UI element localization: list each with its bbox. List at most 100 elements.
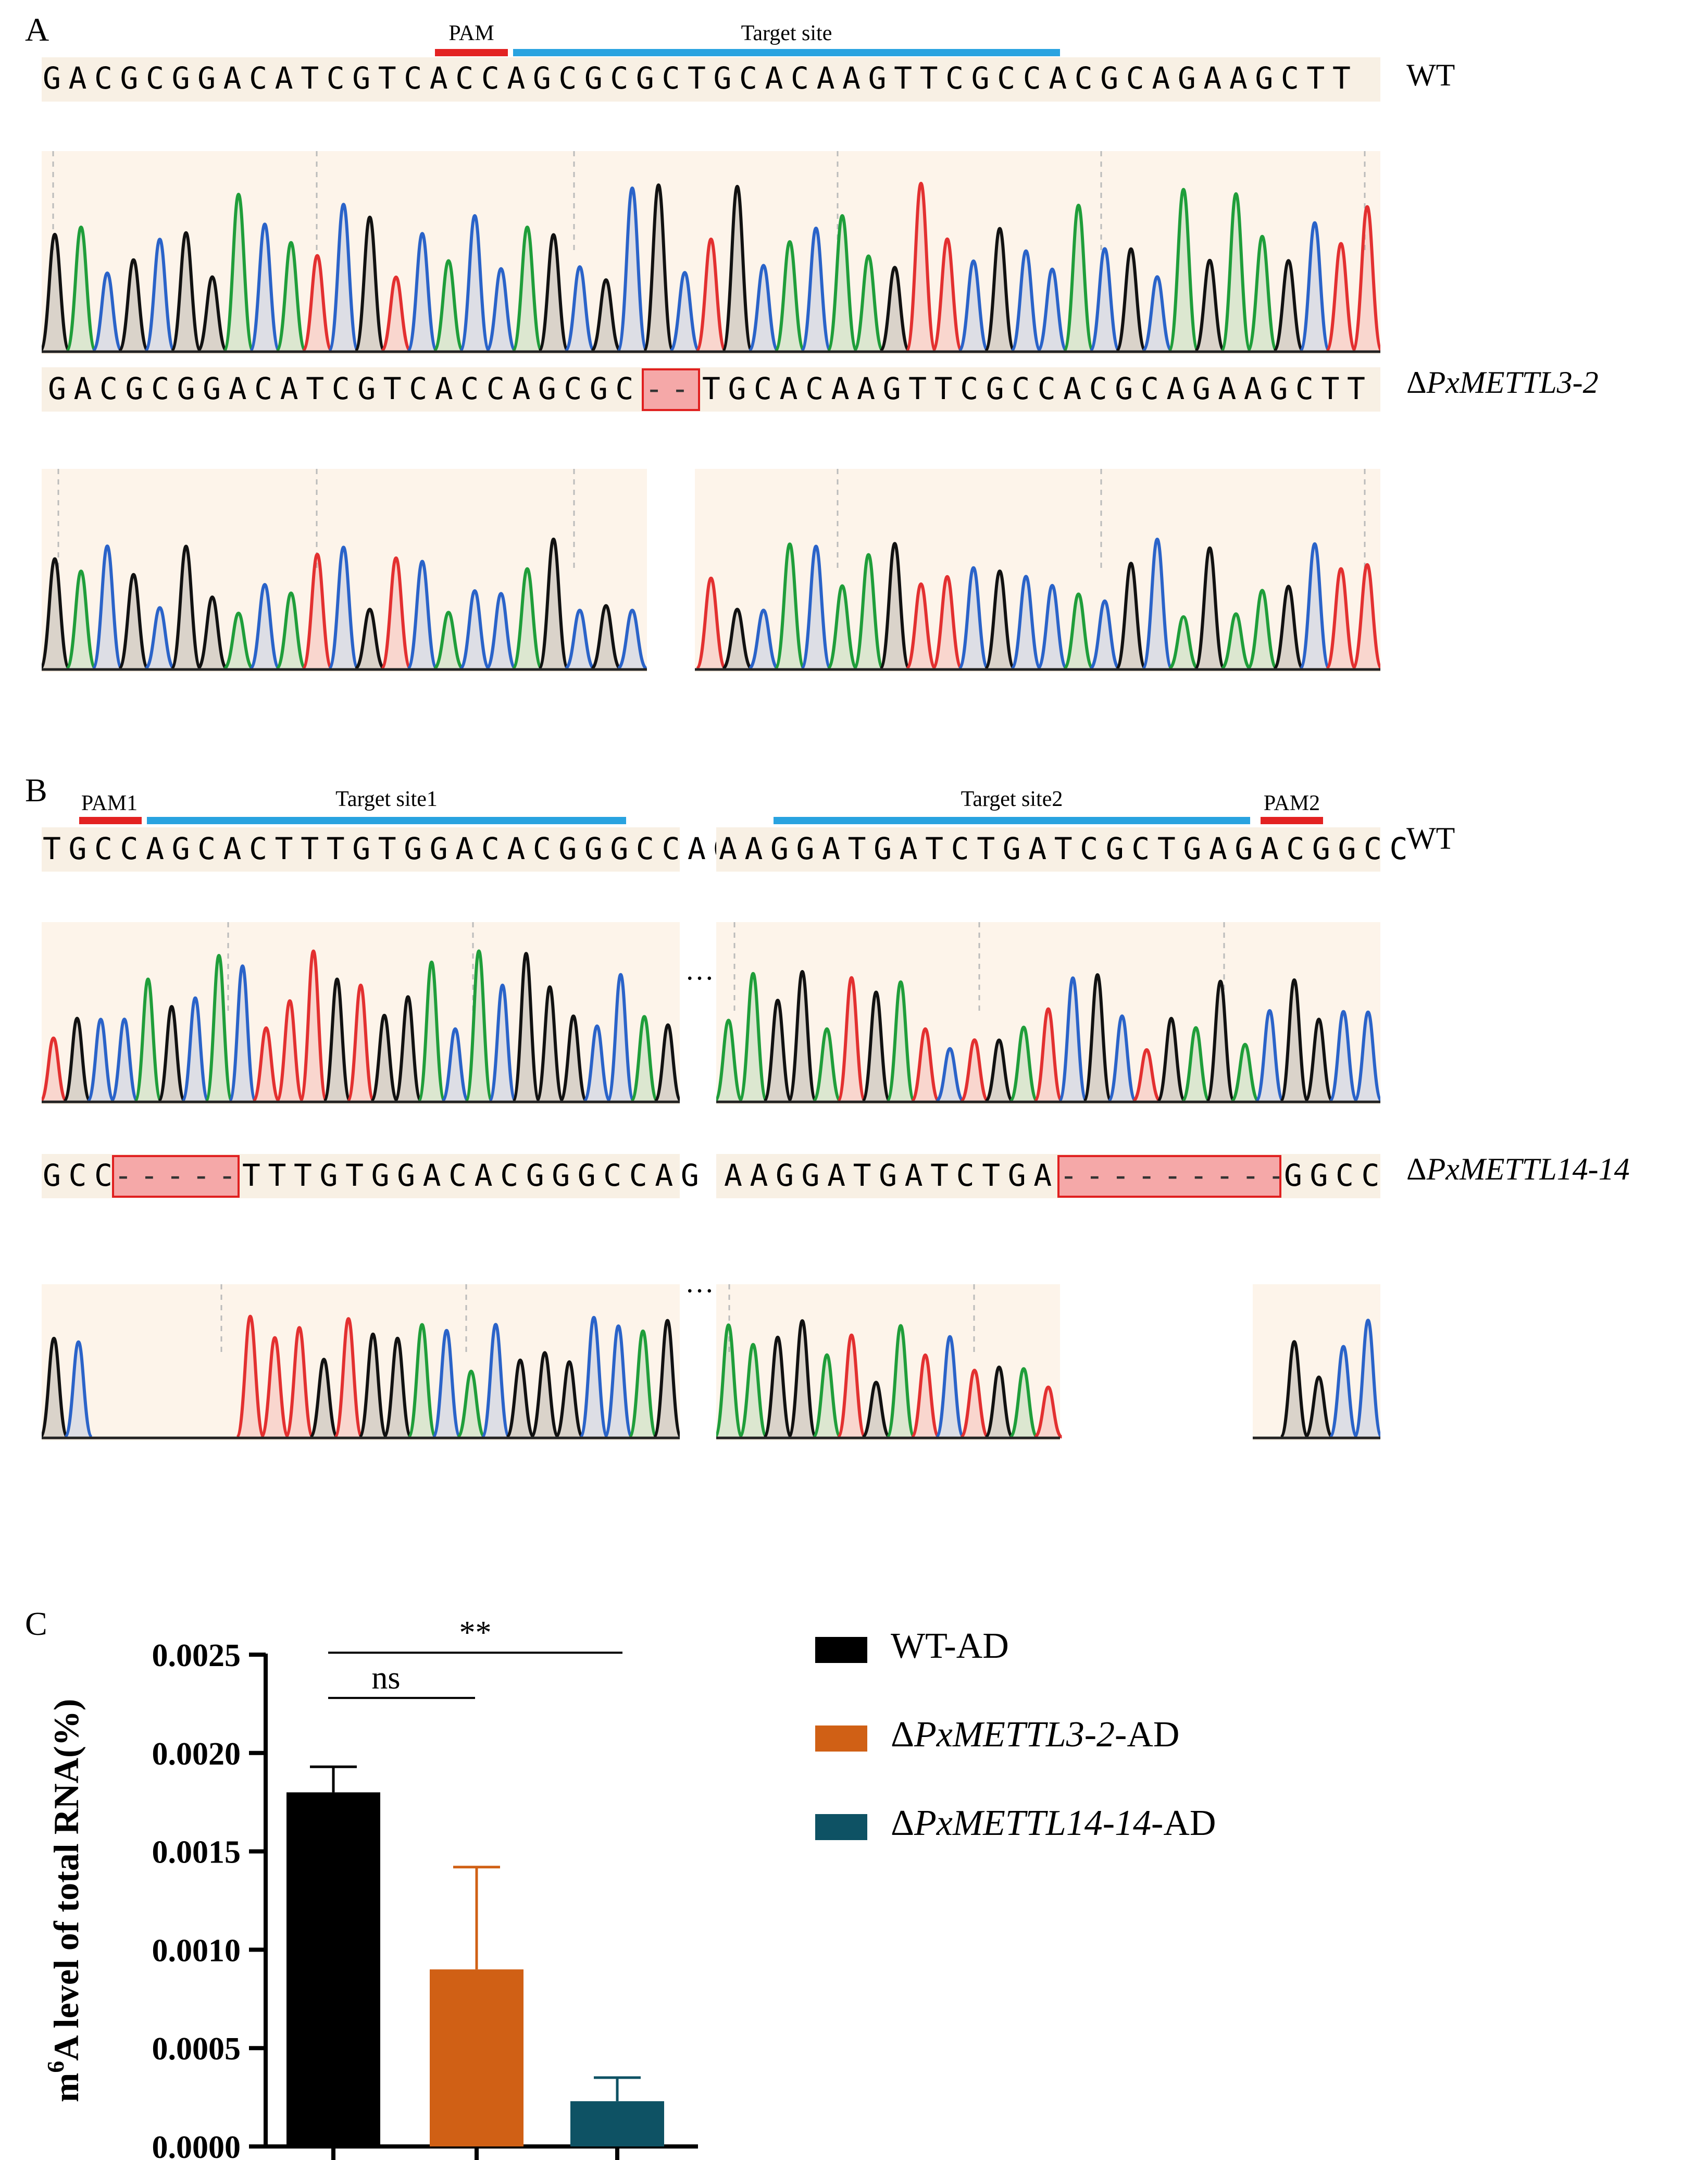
chromatogram-peak <box>886 1324 916 1438</box>
chromatogram-peak <box>65 569 97 670</box>
chromatogram-peak <box>879 542 911 670</box>
chromatogram-peak <box>252 1026 281 1102</box>
chromatogram-peak <box>564 265 596 352</box>
target-site2-label: Target site2 <box>961 787 1063 811</box>
chromatogram-peak <box>228 964 257 1102</box>
chromatogram-peak <box>433 611 464 670</box>
chromatogram-peak <box>327 545 360 670</box>
legend-item-1: ΔPxMETTL3-2-AD <box>813 1714 1333 1803</box>
chromatogram-peak <box>936 1047 965 1102</box>
chromatogram-peak <box>652 1319 683 1438</box>
target-site1-bar <box>147 817 626 824</box>
target-site-label: Target site <box>741 21 832 45</box>
chromatogram-peak <box>276 591 307 670</box>
chromatogram-peak <box>606 973 635 1102</box>
chromatogram-peak <box>327 203 360 352</box>
deletion-box-a: -- <box>642 368 700 411</box>
chromatogram-peak <box>39 1036 68 1102</box>
ellipsis-b-wt: … <box>685 954 714 986</box>
mut-chromatogram-b-left <box>39 1201 683 1441</box>
chromatogram-peak <box>458 214 491 352</box>
delta-symbol: Δ <box>1406 1152 1427 1186</box>
panel-label-c: C <box>25 1605 47 1642</box>
chromatogram-peak <box>931 575 964 670</box>
chromatogram-peak <box>1353 1319 1383 1438</box>
chromatogram-peak <box>382 1336 413 1438</box>
chromatogram-peak <box>763 998 793 1102</box>
chromatogram-peak <box>1279 978 1310 1102</box>
chromatogram-peak <box>1353 1010 1383 1102</box>
chromatogram-peak <box>346 984 376 1102</box>
chromatogram-peak <box>616 187 649 352</box>
bar <box>570 2101 664 2146</box>
chromatogram-peak <box>983 227 1016 352</box>
chromatogram-peak <box>380 275 412 352</box>
chromatogram-peak <box>406 232 439 352</box>
chromatogram-peak <box>1272 259 1305 352</box>
chromatogram-peak <box>117 573 150 670</box>
chromatogram-peak <box>911 1027 940 1102</box>
chromatogram-peak <box>879 266 911 352</box>
chromatogram-peak <box>984 1365 1014 1438</box>
target-site2-bar <box>774 817 1250 824</box>
chromatogram-peak <box>564 609 595 670</box>
mut-chromatogram-b-right-svg <box>713 1201 1383 1441</box>
chromatogram-peak <box>957 566 990 670</box>
chromatogram-peak <box>512 952 541 1102</box>
chromatogram-peak <box>354 607 385 670</box>
chromatogram-peak <box>488 983 517 1102</box>
chromatogram-peak <box>480 1323 511 1438</box>
mut-sequence-b-left-a: GCC <box>43 1158 120 1193</box>
legend-label-0: WT-AD <box>891 1625 1009 1667</box>
chromatogram-peak <box>1037 584 1068 670</box>
deletion-box-b1: ----- <box>112 1155 240 1198</box>
chromatogram-peak <box>511 226 543 352</box>
legend-swatch-2 <box>815 1814 867 1840</box>
mut-sequence-a-left: GACGCGGACATCGTCACCAGCGC <box>48 371 641 406</box>
chromatogram-peak <box>617 609 648 670</box>
mut-chromatogram-a-svg <box>39 427 1383 672</box>
bar <box>430 1969 523 2146</box>
chromatogram-peak <box>812 1353 842 1438</box>
chromatogram-peak <box>1057 976 1088 1102</box>
chromatogram-peak <box>170 231 202 352</box>
chromatogram-peak <box>354 215 386 352</box>
chromatogram-peak <box>301 254 333 352</box>
chromatogram-peak <box>738 1343 768 1438</box>
chromatogram-peak <box>1142 275 1173 352</box>
chromatogram-peak <box>1193 546 1226 670</box>
chromatogram-peak <box>1010 249 1042 352</box>
chromatogram-peak <box>1008 1025 1039 1102</box>
chromatogram-peak <box>800 227 832 352</box>
wt-sequence-a: GACGCGGACATCGTCACCAGCGCGCTGCACAAGTTCGCCA… <box>43 60 1358 96</box>
chromatogram-peak <box>1156 1016 1187 1102</box>
wt-label-b: WT <box>1406 821 1455 855</box>
chromatogram-peak <box>537 233 570 352</box>
chromatogram-peak <box>1325 242 1357 352</box>
y-axis-label-sup: 6 <box>42 2061 69 2073</box>
chromatogram-peak <box>117 258 150 352</box>
chromatogram-peak <box>1220 192 1252 352</box>
chromatogram-peak <box>1063 592 1094 670</box>
chromatogram-peak <box>1082 973 1113 1102</box>
chromatogram-peak <box>133 977 163 1102</box>
chromatogram-peak <box>669 271 701 352</box>
chromatogram-peak <box>861 990 891 1102</box>
chromatogram-peak <box>787 1319 818 1438</box>
y-axis-label: m6A level of total RNA(%) <box>42 1699 86 2103</box>
chromatogram-peak <box>63 1340 94 1438</box>
chromatogram-peak <box>180 996 210 1102</box>
wt-chromatogram-b-right <box>713 880 1383 1104</box>
chromatogram-peak <box>826 214 858 352</box>
target-site-bar <box>513 49 1060 56</box>
chromatogram-peak <box>713 1323 744 1438</box>
y-tick-label: 0.0000 <box>152 2130 241 2160</box>
pam1-label: PAM1 <box>81 791 138 815</box>
wt-chromatogram-a <box>39 109 1383 354</box>
peaks-wt-b-left <box>39 949 683 1102</box>
ellipsis-b-mut: … <box>685 1267 714 1299</box>
chromatogram-peak <box>204 953 234 1102</box>
chromatogram-peak <box>431 1329 462 1438</box>
legend-label-2: ΔPxMETTL14-14-AD <box>891 1803 1216 1844</box>
y-tick-label: 0.0020 <box>152 1736 241 1772</box>
